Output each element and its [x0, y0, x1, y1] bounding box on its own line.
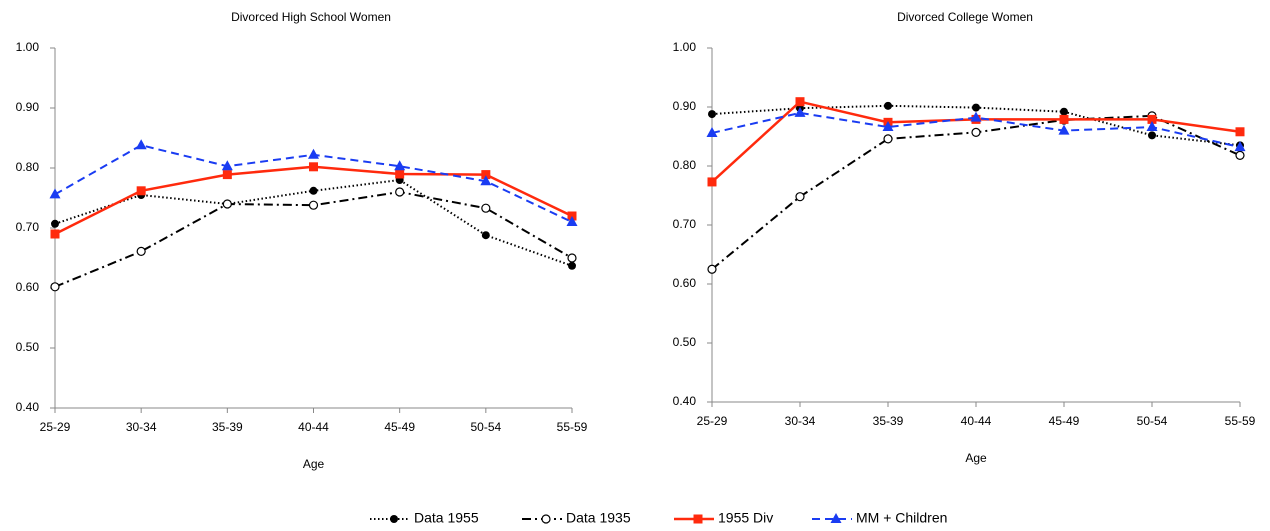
legend-label: Data 1935: [566, 510, 631, 526]
x-tick-label: 25-29: [40, 420, 71, 434]
y-tick-label: 0.90: [16, 100, 40, 114]
marker: [971, 127, 981, 137]
marker: [136, 246, 146, 256]
x-tick-label: 50-54: [470, 420, 501, 434]
legend-label: MM + Children: [856, 510, 947, 526]
marker: [136, 186, 146, 196]
y-tick-label: 0.90: [673, 99, 697, 113]
marker: [49, 188, 61, 199]
x-tick-label: 50-54: [1137, 414, 1168, 428]
y-tick-label: 0.70: [673, 217, 697, 231]
marker: [795, 97, 805, 107]
x-axis-label: Age: [965, 451, 987, 465]
x-tick-label: 30-34: [126, 420, 157, 434]
marker: [481, 231, 490, 240]
marker: [481, 203, 491, 213]
marker: [707, 264, 717, 274]
marker: [1234, 141, 1246, 152]
marker: [222, 199, 232, 209]
x-tick-label: 55-59: [557, 420, 588, 434]
x-tick-label: 40-44: [298, 420, 329, 434]
legend-marker: [693, 514, 703, 524]
legend-marker: [390, 515, 398, 523]
marker: [50, 282, 60, 292]
y-tick-label: 0.40: [673, 394, 697, 408]
marker: [135, 139, 147, 150]
y-tick-label: 0.80: [673, 158, 697, 172]
marker: [51, 219, 59, 228]
marker: [882, 121, 894, 132]
y-tick-label: 0.50: [673, 335, 697, 349]
marker: [883, 134, 893, 144]
marker: [395, 169, 405, 179]
marker: [1148, 131, 1156, 140]
marker: [1058, 124, 1070, 135]
marker: [1060, 107, 1068, 116]
y-tick-label: 0.60: [16, 280, 40, 294]
marker: [794, 106, 806, 117]
marker: [308, 148, 319, 159]
y-tick-label: 0.60: [673, 276, 697, 290]
marker: [395, 187, 405, 197]
x-tick-label: 25-29: [697, 414, 728, 428]
marker: [221, 160, 233, 171]
marker: [567, 253, 577, 263]
x-tick-label: 45-49: [384, 420, 415, 434]
marker: [308, 200, 319, 210]
x-tick-label: 35-39: [873, 414, 904, 428]
marker: [50, 229, 60, 239]
marker: [568, 261, 576, 270]
chart-title: Divorced High School Women: [231, 10, 391, 24]
x-tick-label: 35-39: [212, 420, 243, 434]
legend-label: 1955 Div: [718, 510, 773, 526]
x-tick-label: 45-49: [1049, 414, 1080, 428]
marker: [1235, 150, 1245, 160]
series-line: [54, 165, 573, 236]
legend-marker: [541, 514, 551, 524]
x-tick-label: 30-34: [785, 414, 816, 428]
marker: [884, 101, 892, 110]
legend-label: Data 1955: [414, 510, 479, 526]
marker: [706, 126, 718, 137]
marker: [1235, 127, 1245, 137]
y-tick-label: 0.50: [16, 340, 40, 354]
marker: [481, 170, 491, 180]
chart-title: Divorced College Women: [897, 10, 1033, 24]
y-tick-label: 1.00: [673, 40, 697, 54]
series-line: [711, 114, 1241, 271]
marker: [566, 216, 578, 226]
marker: [972, 103, 980, 112]
marker: [394, 160, 406, 171]
marker: [1059, 114, 1069, 124]
y-tick-label: 0.70: [16, 220, 40, 234]
y-tick-label: 0.80: [16, 160, 40, 174]
marker: [309, 186, 318, 195]
marker: [1147, 114, 1157, 124]
legend-marker: [830, 513, 842, 523]
y-tick-label: 1.00: [16, 40, 40, 54]
marker: [1146, 121, 1158, 132]
x-axis-label: Age: [303, 457, 325, 471]
marker: [480, 175, 492, 186]
marker: [309, 162, 318, 172]
marker: [795, 192, 805, 202]
marker: [222, 170, 232, 180]
y-tick-label: 0.40: [16, 400, 40, 414]
x-tick-label: 40-44: [961, 414, 992, 428]
x-tick-label: 55-59: [1225, 414, 1256, 428]
marker: [970, 111, 982, 122]
marker: [708, 110, 716, 119]
marker: [707, 177, 717, 187]
